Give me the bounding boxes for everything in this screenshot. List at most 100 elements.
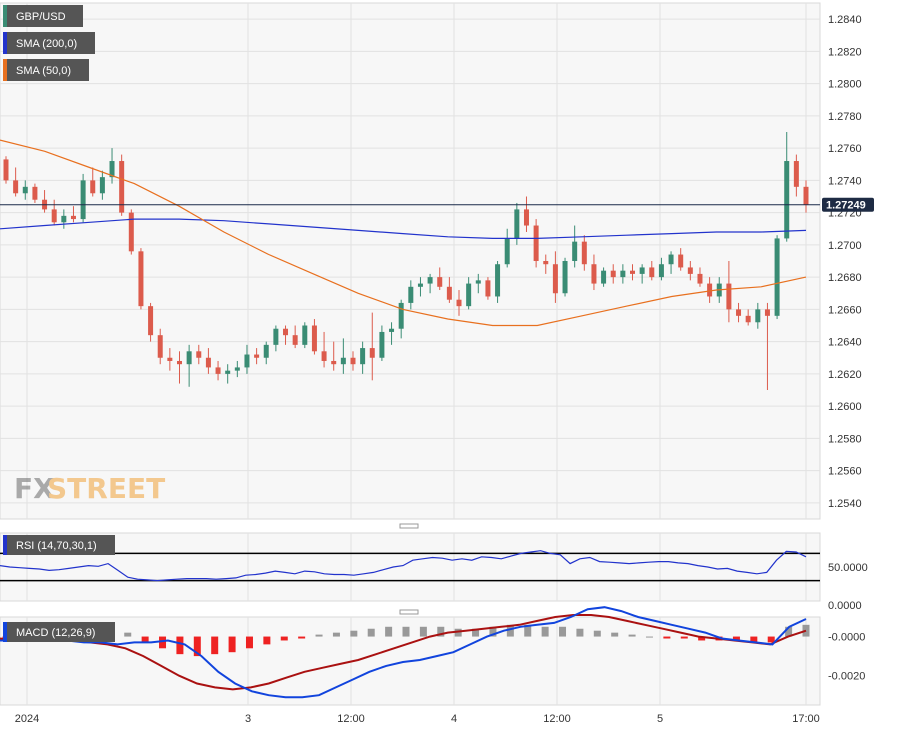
legend-item: SMA (200,0) [3, 32, 95, 54]
candle [687, 261, 693, 281]
legend-box [3, 59, 89, 81]
candle [726, 261, 732, 323]
legend-swatch [3, 535, 7, 555]
candle-body [369, 348, 375, 358]
candle [340, 338, 346, 374]
candle-body [697, 273, 703, 284]
candle [697, 267, 703, 287]
candle-body [687, 267, 693, 274]
candle-body [61, 215, 67, 223]
candle-body [562, 261, 568, 294]
candle [437, 267, 443, 291]
candle [13, 167, 19, 197]
candle-body [244, 354, 250, 368]
candle [119, 154, 125, 216]
candle [678, 248, 684, 271]
macd-histogram-bar [698, 636, 706, 641]
candle-body [427, 277, 433, 284]
candle [630, 264, 636, 281]
candle [427, 273, 433, 294]
legend-box [3, 535, 115, 555]
y-tick-label: 1.2680 [828, 272, 862, 284]
candle [774, 235, 780, 320]
candle-body [552, 264, 558, 294]
candle [398, 299, 404, 339]
candle [707, 277, 713, 303]
panel-splitter-handle [399, 609, 419, 615]
legend-label: RSI (14,70,30,1) [16, 540, 97, 552]
candle-body [736, 309, 742, 316]
macd-signal-line [0, 614, 807, 691]
macd-histogram-bar [419, 626, 427, 637]
candle [51, 199, 57, 226]
macd-panel: -0.0000 -0.0020 MACD (12,26,9) [0, 606, 865, 706]
sma-200-line [0, 218, 807, 239]
x-tick-label: 12:00 [337, 713, 365, 725]
candle-body [639, 267, 645, 274]
candle-body [311, 325, 317, 352]
candle [157, 328, 163, 365]
macd-histogram-bar [524, 624, 532, 637]
candle-body [649, 267, 655, 278]
macd-histogram-bar [611, 632, 619, 637]
candle-body [350, 357, 356, 365]
rsi-panel: 50.0000 0.0000 RSI (14,70,30,1) [0, 532, 868, 612]
macd-histogram-bar [298, 636, 306, 639]
candle [736, 302, 742, 323]
macd-histogram-bar [367, 628, 375, 637]
candle [668, 251, 674, 274]
candle [495, 261, 501, 303]
y-tick-label: 1.2760 [828, 143, 862, 155]
candle [572, 225, 578, 268]
candle [379, 325, 385, 361]
candle [80, 173, 86, 223]
candle [369, 312, 375, 381]
candle [475, 273, 481, 294]
y-tick-label: 1.2820 [828, 46, 862, 58]
candle [562, 257, 568, 297]
candle [803, 180, 809, 213]
macd-histogram-bar [245, 636, 253, 649]
candle-body [707, 283, 713, 297]
candle-body [485, 280, 491, 297]
macd-histogram-bar [785, 626, 793, 637]
candle [176, 351, 182, 384]
macd-histogram-bar [559, 626, 567, 637]
candle [90, 167, 96, 197]
candle [128, 209, 134, 255]
y-tick-label: 1.2600 [828, 401, 862, 413]
candle [485, 277, 491, 300]
candle-body [22, 186, 28, 194]
candle [61, 209, 67, 229]
candle-body [581, 241, 587, 265]
candle [745, 309, 751, 326]
candle-body [99, 177, 105, 194]
macd-histogram-bar [263, 636, 271, 645]
candle-body [273, 328, 279, 345]
candle-body [755, 309, 761, 323]
candle [764, 302, 770, 390]
macd-histogram-bar [628, 634, 636, 637]
macd-histogram-bar [767, 636, 775, 643]
y-tick-label: -0.0020 [828, 671, 865, 683]
legend-swatch [3, 5, 7, 27]
candle-body [292, 335, 298, 345]
candle [22, 180, 28, 200]
macd-histogram-bar [541, 626, 549, 637]
candle [244, 344, 250, 374]
candle [417, 277, 423, 297]
candle [138, 248, 144, 310]
candle-body [591, 264, 597, 284]
candle-body [726, 283, 732, 310]
candle [466, 277, 472, 310]
x-tick-label: 2024 [15, 713, 39, 725]
candle [167, 348, 173, 371]
candle [283, 325, 289, 345]
legend-box [3, 32, 95, 54]
legend-label: SMA (200,0) [16, 38, 77, 50]
candle [658, 257, 664, 281]
y-tick-label: 1.2700 [828, 240, 862, 252]
macd-histogram-bar [645, 636, 653, 638]
candle [186, 344, 192, 387]
